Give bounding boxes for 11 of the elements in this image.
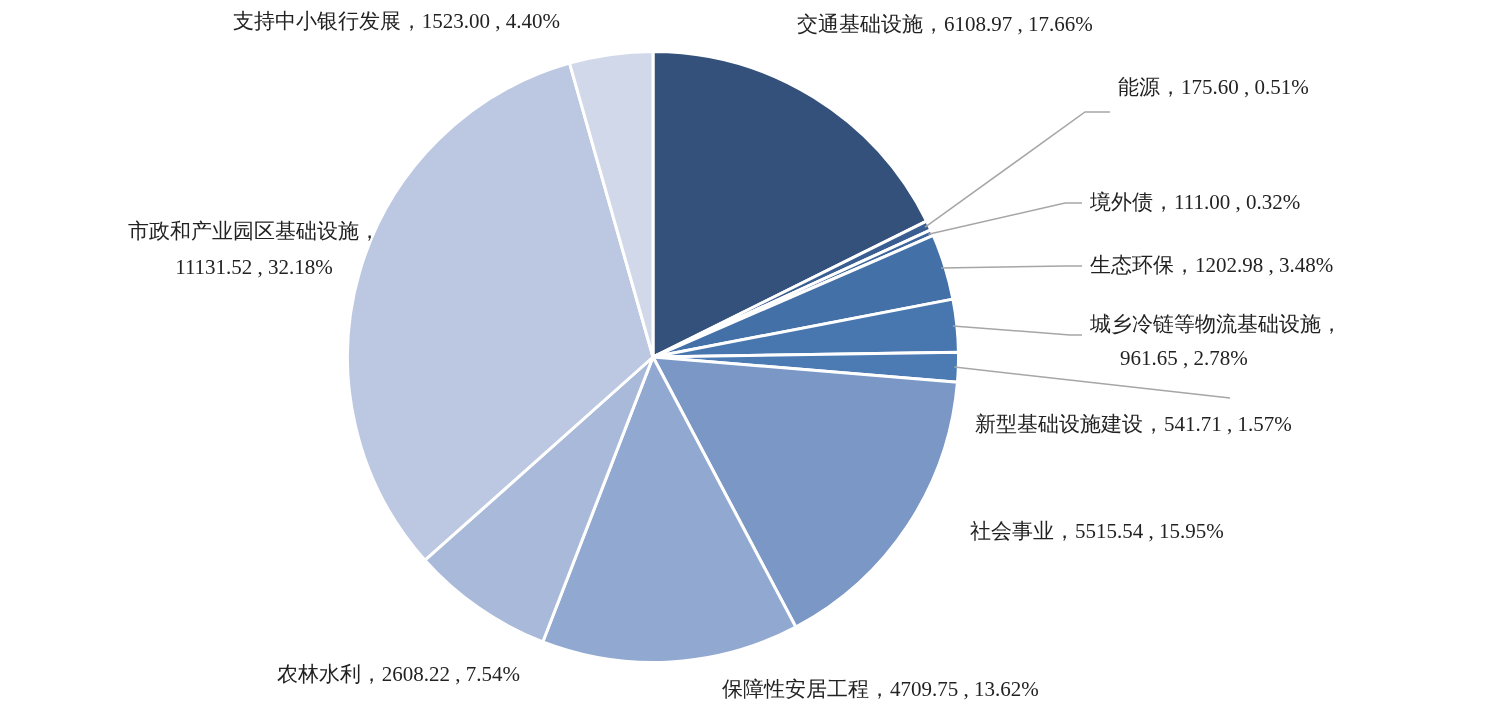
- slice-label: 生态环保，1202.98 , 3.48%: [1090, 252, 1334, 277]
- slice-label: 境外债，111.00 , 0.32%: [1089, 189, 1301, 214]
- slice-label: 城乡冷链等物流基础设施，961.65 , 2.78%: [1089, 311, 1342, 370]
- slice-label: 社会事业，5515.54 , 15.95%: [970, 518, 1224, 543]
- slice-label: 市政和产业园区基础设施，11131.52 , 32.18%: [128, 218, 380, 279]
- slice-label: 支持中小银行发展，1523.00 , 4.40%: [232, 8, 560, 33]
- slice-label: 保障性安居工程，4709.75 , 13.62%: [722, 676, 1039, 701]
- slice-label: 新型基础设施建设，541.71 , 1.57%: [975, 411, 1292, 436]
- slice-label: 交通基础设施，6108.97 , 17.66%: [797, 11, 1093, 36]
- slice-label: 能源，175.60 , 0.51%: [1118, 74, 1309, 99]
- slice-label: 农林水利，2608.22 , 7.54%: [276, 661, 520, 686]
